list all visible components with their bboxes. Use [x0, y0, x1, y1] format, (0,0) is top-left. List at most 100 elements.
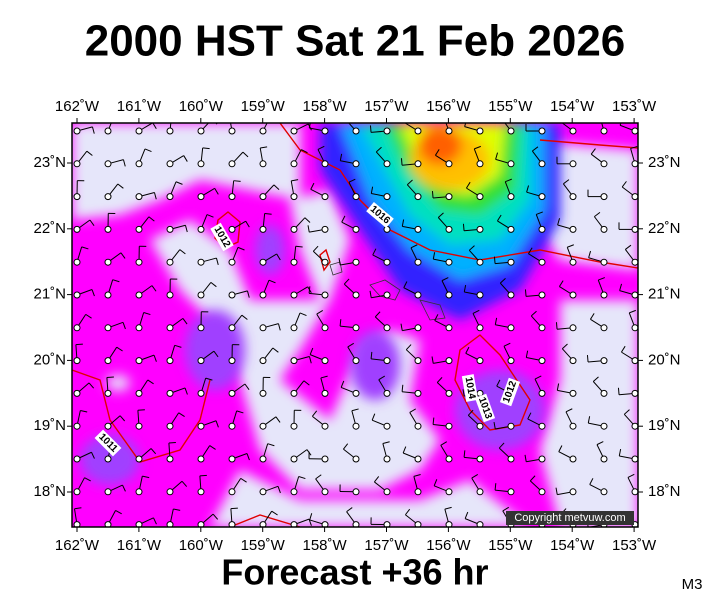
barb-flag — [555, 487, 558, 495]
station — [259, 389, 267, 397]
barb-flag — [172, 115, 179, 116]
station — [166, 357, 174, 365]
station — [631, 324, 638, 332]
barb-flag — [178, 412, 185, 418]
station — [569, 422, 577, 430]
lon-label-top: 157˚W — [364, 98, 409, 115]
barb-flag — [277, 323, 281, 331]
station — [569, 291, 577, 299]
barb-flag — [563, 179, 570, 185]
barb-flag — [236, 410, 244, 414]
barb-flag — [401, 384, 404, 392]
station — [507, 160, 515, 168]
station — [383, 324, 391, 332]
station — [538, 389, 546, 397]
barb-flag — [468, 245, 475, 251]
lon-label-top: 153˚W — [612, 98, 657, 115]
barb-flag — [307, 225, 310, 233]
lon-label-top: 159˚W — [241, 98, 286, 115]
station — [321, 160, 329, 168]
barb-flag — [403, 281, 408, 288]
station — [414, 160, 422, 168]
barb-flag — [496, 379, 501, 387]
lat-label-left: 21˚N — [33, 286, 66, 303]
station — [290, 127, 298, 135]
barb-flag — [346, 507, 353, 513]
lon-label-top: 156˚W — [426, 98, 471, 115]
lon-label-top: 162˚W — [55, 98, 100, 115]
station — [383, 127, 391, 135]
lat-label-left: 20˚N — [33, 351, 66, 368]
station — [135, 225, 143, 233]
station — [414, 389, 422, 397]
station — [197, 521, 205, 527]
barb-flag — [371, 413, 376, 421]
barb-flag — [623, 409, 630, 415]
station — [600, 193, 608, 201]
station — [476, 193, 484, 201]
station — [507, 324, 515, 332]
barb-flag — [275, 416, 281, 423]
barb-flag — [370, 351, 373, 359]
station — [166, 389, 174, 397]
barb-flag — [244, 383, 250, 390]
station — [259, 160, 267, 168]
barb-flag — [592, 376, 599, 382]
barb-flag — [378, 375, 386, 381]
station — [259, 225, 267, 233]
station — [104, 291, 112, 299]
station — [197, 160, 205, 168]
isobar-label-bg — [499, 377, 521, 407]
barb-flag — [120, 252, 126, 259]
barb-flag — [308, 286, 311, 294]
barb-flag — [311, 410, 318, 417]
station — [414, 258, 422, 266]
station — [445, 488, 453, 496]
station — [290, 291, 298, 299]
station — [476, 324, 484, 332]
barb-flag — [270, 117, 276, 120]
barb-flag — [309, 513, 313, 521]
barb-flag — [590, 148, 596, 155]
station — [445, 422, 453, 430]
station — [445, 160, 453, 168]
barb-flag — [81, 246, 89, 250]
station — [538, 160, 546, 168]
station — [445, 455, 453, 463]
station — [476, 160, 484, 168]
station — [73, 455, 81, 463]
station — [228, 193, 236, 201]
lat-label-right: 20˚N — [648, 351, 681, 368]
station — [538, 258, 546, 266]
barb-flag — [462, 389, 465, 397]
barb-flag — [205, 377, 213, 381]
barb-flag — [246, 290, 250, 298]
barb-flag — [85, 313, 92, 319]
barb-flag — [494, 317, 498, 325]
station — [383, 357, 391, 365]
barb-flag — [153, 354, 157, 362]
barb-flag — [372, 248, 377, 256]
barb-flag — [561, 343, 568, 350]
station — [104, 324, 112, 332]
barb-flag — [433, 479, 438, 486]
barb-flag — [309, 347, 314, 355]
copyright: Copyright metvuw.com — [514, 512, 625, 524]
barb-flag — [524, 289, 527, 297]
station — [600, 225, 608, 233]
station — [321, 258, 329, 266]
barb-flag — [619, 123, 622, 126]
barb-flag — [229, 114, 236, 115]
station — [228, 488, 236, 496]
barb-flag — [495, 152, 499, 160]
barb-flag — [559, 280, 564, 287]
station — [166, 488, 174, 496]
station — [352, 422, 360, 430]
barb-flag — [497, 214, 502, 222]
barb-flag — [342, 443, 349, 450]
barb-flag — [119, 415, 126, 422]
station — [166, 455, 174, 463]
station — [600, 324, 608, 332]
barb-flag — [338, 257, 341, 266]
station — [104, 455, 112, 463]
